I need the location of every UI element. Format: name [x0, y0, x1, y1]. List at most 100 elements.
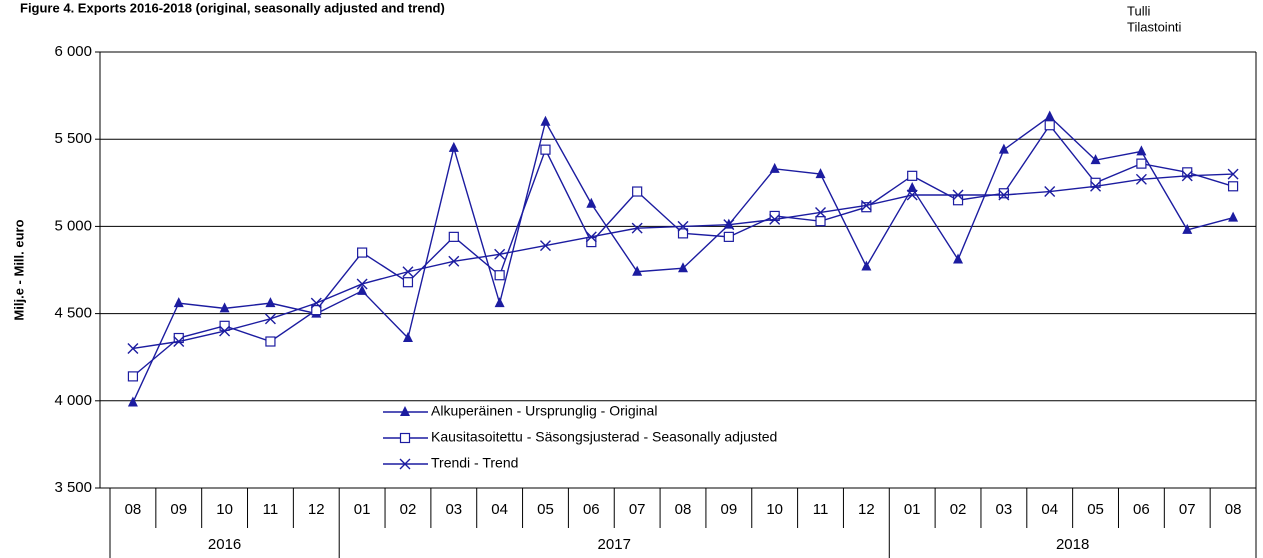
x-tick-label: 09: [720, 501, 737, 518]
y-tick-label: 5 000: [54, 217, 92, 234]
marker: [769, 162, 780, 173]
marker: [678, 262, 688, 273]
x-tick-label: 04: [1041, 501, 1058, 518]
marker: [861, 202, 872, 213]
x-tick-label: 07: [1179, 501, 1196, 518]
marker: [952, 189, 964, 201]
marker: [998, 189, 1010, 201]
marker: [540, 144, 551, 155]
x-tick-label: 04: [491, 501, 508, 518]
marker: [1182, 223, 1193, 234]
marker: [861, 260, 872, 271]
marker: [311, 305, 322, 316]
legend-label: Alkuperäinen - Ursprunglig - Original: [431, 403, 657, 419]
marker: [357, 247, 368, 258]
marker: [1182, 167, 1193, 178]
y-axis-label: Milj.e - Mill. euro: [11, 219, 26, 320]
marker: [1090, 180, 1102, 192]
marker: [586, 236, 597, 248]
x-tick-label: 11: [813, 501, 829, 518]
x-tick-label: 07: [629, 501, 646, 518]
marker: [907, 182, 918, 193]
marker: [402, 266, 414, 278]
marker: [173, 297, 184, 308]
series-line: [132, 124, 1234, 377]
marker: [448, 231, 459, 242]
marker: [402, 332, 413, 343]
marker: [357, 284, 368, 295]
chart-title: Figure 4. Exports 2016-2018 (original, s…: [20, 0, 445, 15]
marker: [723, 218, 734, 229]
marker: [815, 216, 826, 227]
marker: [907, 170, 918, 181]
x-tick-label: 10: [766, 501, 783, 518]
marker: [173, 336, 185, 347]
marker: [265, 297, 276, 308]
marker: [860, 199, 872, 211]
marker: [356, 278, 368, 290]
marker: [494, 270, 505, 281]
marker: [1227, 168, 1239, 180]
marker: [631, 222, 643, 234]
marker: [952, 195, 964, 206]
marker: [219, 320, 230, 331]
series-line: [132, 115, 1234, 403]
marker: [815, 206, 827, 218]
year-label: 2018: [1056, 536, 1089, 553]
marker: [264, 313, 276, 325]
x-tick-label: 01: [904, 501, 921, 518]
source: Tilastointi: [1127, 19, 1182, 34]
marker: [448, 141, 459, 152]
x-tick-label: 12: [308, 501, 325, 518]
marker: [953, 253, 964, 264]
x-tick-label: 03: [996, 501, 1013, 518]
marker: [310, 297, 322, 309]
marker: [1090, 154, 1101, 165]
marker: [400, 406, 410, 416]
y-tick-label: 6 000: [54, 43, 92, 60]
marker: [402, 277, 414, 288]
x-tick-label: 08: [1225, 501, 1242, 518]
marker: [585, 231, 597, 243]
x-tick-label: 06: [583, 501, 600, 518]
x-tick-label: 05: [537, 501, 554, 518]
marker: [769, 210, 780, 222]
x-tick-label: 02: [400, 501, 417, 518]
marker: [1136, 158, 1147, 169]
marker: [399, 432, 411, 444]
x-tick-label: 12: [858, 501, 875, 518]
marker: [677, 220, 689, 232]
year-label: 2016: [208, 536, 241, 553]
year-label: 2017: [598, 536, 631, 553]
x-tick-label: 09: [170, 501, 187, 518]
marker: [399, 458, 411, 470]
x-tick-label: 05: [1087, 501, 1104, 518]
marker: [127, 342, 139, 354]
marker: [127, 396, 138, 407]
marker: [1044, 186, 1056, 198]
x-tick-label: 02: [950, 501, 967, 518]
marker: [1228, 211, 1239, 222]
x-tick-label: 11: [263, 501, 279, 518]
legend-label: Kausitasoitettu - Säsongsjusterad - Seas…: [431, 429, 777, 445]
marker: [1227, 181, 1239, 192]
marker: [1090, 177, 1101, 188]
marker: [632, 186, 643, 197]
marker: [815, 168, 826, 179]
legend-label: Trendi - Trend: [431, 455, 518, 471]
marker: [723, 231, 734, 242]
y-tick-label: 4 500: [54, 305, 92, 322]
marker: [586, 197, 597, 208]
marker: [540, 115, 551, 126]
x-tick-label: 01: [354, 501, 371, 518]
marker: [1044, 110, 1055, 121]
marker: [769, 213, 781, 225]
x-tick-label: 06: [1133, 501, 1150, 518]
marker: [1181, 170, 1193, 182]
marker: [494, 248, 506, 260]
marker: [494, 297, 505, 308]
marker: [219, 325, 231, 337]
marker: [677, 228, 689, 239]
y-tick-label: 3 500: [54, 479, 92, 496]
marker: [1135, 173, 1147, 185]
